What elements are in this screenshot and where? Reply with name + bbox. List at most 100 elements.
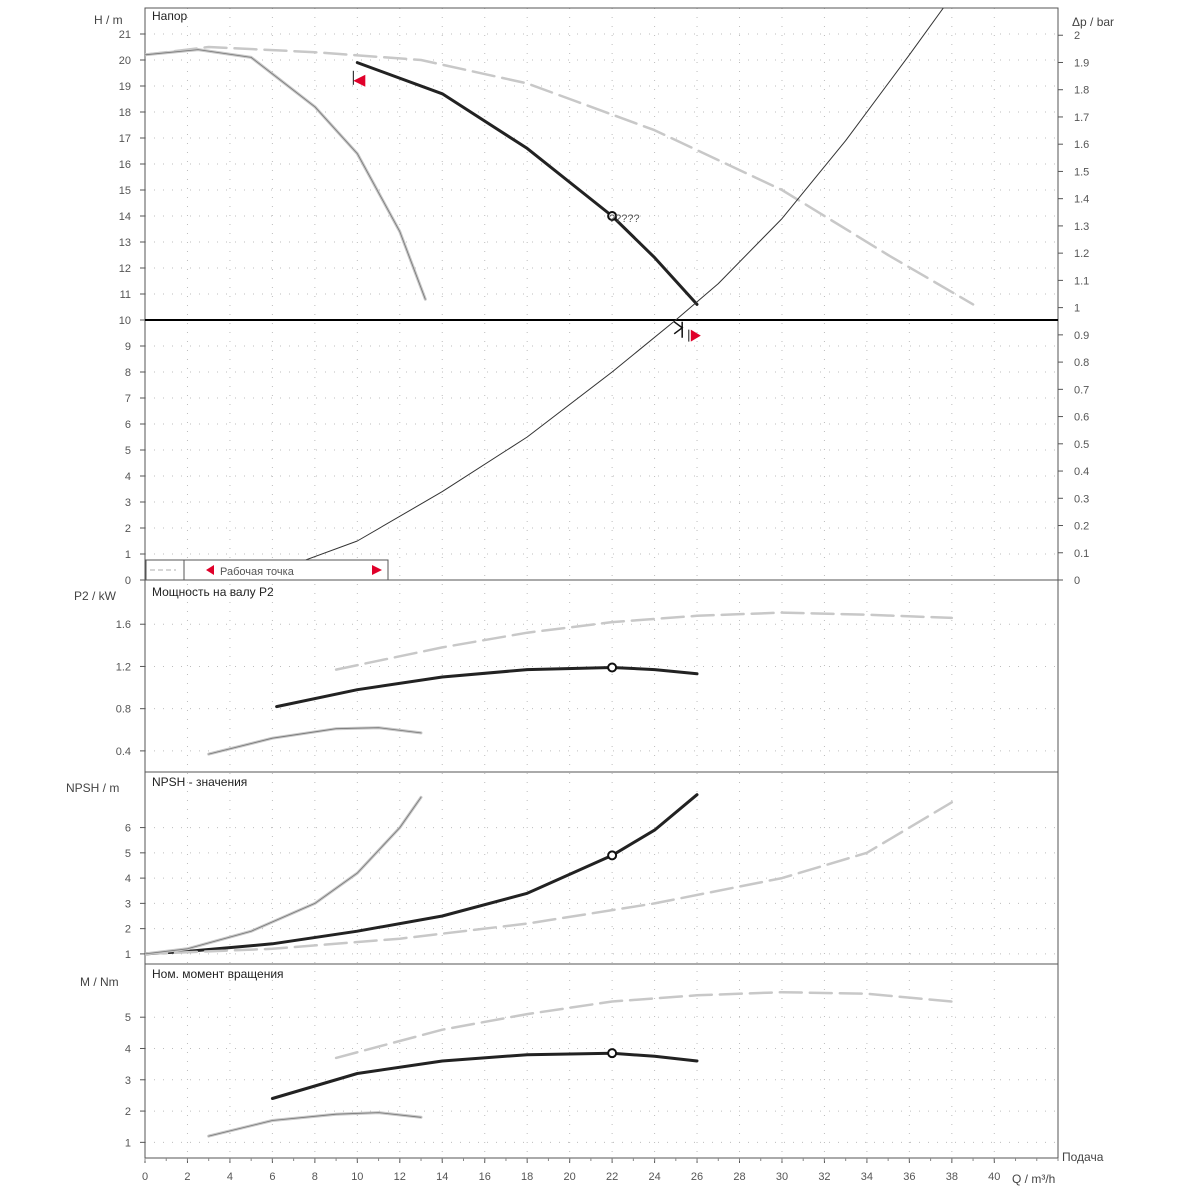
y-axis-label-npsh: NPSH / m bbox=[66, 781, 119, 795]
series-line-ghost-dash bbox=[334, 990, 954, 1060]
x-tick-label: 36 bbox=[903, 1171, 915, 1183]
y-tick-label: 21 bbox=[119, 29, 131, 41]
operating-point-marker bbox=[607, 662, 618, 673]
y2-tick-label: 0.6 bbox=[1074, 412, 1089, 424]
y-tick-label: 0 bbox=[125, 575, 131, 587]
series-line-main bbox=[145, 793, 699, 956]
y2-tick-label: 1.2 bbox=[1074, 248, 1089, 260]
series-line-ghost-solid bbox=[145, 795, 423, 956]
legend-box bbox=[145, 559, 389, 581]
x-axis-label: Q / m³/h bbox=[1012, 1172, 1055, 1186]
y-tick-label: 10 bbox=[119, 315, 131, 327]
operating-point-marker bbox=[607, 211, 618, 221]
x-tick-label: 40 bbox=[988, 1171, 1000, 1183]
x-tick-label: 34 bbox=[861, 1171, 873, 1183]
y2-tick-label: 1.7 bbox=[1074, 112, 1089, 124]
y-tick-label: 3 bbox=[125, 898, 131, 910]
y-tick-label: 11 bbox=[120, 289, 131, 301]
panel-title-head: Напор bbox=[152, 9, 188, 23]
y2-tick-label: 1.3 bbox=[1074, 221, 1089, 233]
y2-tick-label: 0.9 bbox=[1074, 330, 1089, 342]
y-tick-label: 2 bbox=[125, 1106, 131, 1118]
y-tick-label: 9 bbox=[125, 341, 131, 353]
y-tick-label: 1.2 bbox=[116, 661, 131, 673]
y2-tick-label: 0.7 bbox=[1074, 384, 1089, 396]
y-axis-label-power: P2 / kW bbox=[74, 589, 117, 603]
x-axis-side-label: Подача bbox=[1062, 1150, 1104, 1164]
markers-layer bbox=[352, 70, 701, 1059]
y-tick-label: 8 bbox=[125, 367, 131, 379]
y2-tick-label: 1 bbox=[1074, 303, 1080, 315]
x-tick-label: 10 bbox=[351, 1171, 363, 1183]
y-tick-label: 3 bbox=[125, 1075, 131, 1087]
x-tick-label: 4 bbox=[227, 1171, 233, 1183]
x-tick-label: 38 bbox=[946, 1171, 958, 1183]
series-line-ghost-dash bbox=[145, 45, 975, 306]
y-tick-label: 1.6 bbox=[116, 619, 131, 631]
x-tick-label: 32 bbox=[818, 1171, 830, 1183]
y2-tick-label: 0.8 bbox=[1074, 357, 1089, 369]
y-tick-label: 1 bbox=[125, 949, 131, 961]
y-tick-label: 6 bbox=[125, 823, 131, 835]
x-tick-label: 22 bbox=[606, 1171, 618, 1183]
x-tick-label: 2 bbox=[184, 1171, 190, 1183]
series-line-main bbox=[270, 1051, 699, 1100]
y2-tick-label: 0.4 bbox=[1074, 466, 1089, 478]
series-line-core bbox=[208, 1112, 422, 1137]
y-axis-label-pressure: Δp / bar bbox=[1072, 15, 1114, 29]
x-tick-label: 12 bbox=[394, 1171, 406, 1183]
series-line-main bbox=[355, 61, 699, 306]
series-line-ghost-solid bbox=[145, 48, 427, 301]
y-tick-label: 2 bbox=[125, 924, 131, 936]
panel-title-torque: Ном. момент вращения bbox=[152, 967, 284, 981]
y-tick-label: 4 bbox=[125, 873, 131, 885]
y-tick-label: 1 bbox=[125, 1137, 131, 1149]
panel-title-npsh: NPSH - значения bbox=[152, 775, 247, 789]
y2-tick-label: 1.4 bbox=[1074, 194, 1089, 206]
flag-right-marker bbox=[690, 329, 701, 342]
legend-flag-right-icon bbox=[372, 565, 382, 575]
x-tick-label: 26 bbox=[691, 1171, 703, 1183]
intersection-tick-marker bbox=[673, 321, 684, 338]
panel-frames bbox=[144, 7, 1059, 1159]
y-tick-label: 18 bbox=[119, 107, 131, 119]
y-tick-label: 5 bbox=[125, 1012, 131, 1024]
x-tick-label: 16 bbox=[479, 1171, 491, 1183]
y-tick-label: 5 bbox=[125, 848, 131, 860]
legend-flag-left-icon bbox=[206, 565, 214, 575]
series-line-core bbox=[145, 49, 426, 300]
y-tick-label: 13 bbox=[119, 237, 131, 249]
y2-tick-label: 1.1 bbox=[1074, 275, 1089, 287]
series-line-ghost-dash bbox=[334, 611, 954, 671]
series-line-core bbox=[145, 796, 422, 955]
x-tick-label: 18 bbox=[521, 1171, 533, 1183]
y-tick-label: 7 bbox=[125, 393, 131, 405]
y-tick-label: 4 bbox=[125, 471, 131, 483]
grid-layer bbox=[145, 8, 1058, 1158]
curves-layer bbox=[145, 8, 975, 1138]
x-tick-label: 6 bbox=[269, 1171, 275, 1183]
y2-tick-label: 2 bbox=[1074, 30, 1080, 42]
y2-tick-label: 0 bbox=[1074, 575, 1080, 587]
y-tick-label: 0.8 bbox=[116, 704, 131, 716]
legend-text: Рабочая точка bbox=[220, 566, 295, 578]
x-tick-label: 20 bbox=[564, 1171, 576, 1183]
series-line-ghost-dash bbox=[145, 801, 954, 956]
series-line-main bbox=[275, 666, 699, 709]
y2-tick-label: 0.1 bbox=[1074, 548, 1089, 560]
legend: Рабочая точка bbox=[145, 559, 389, 581]
operating-point-marker bbox=[607, 1048, 618, 1059]
x-tick-label: 8 bbox=[312, 1171, 318, 1183]
y2-tick-label: 0.2 bbox=[1074, 521, 1089, 533]
y2-tick-label: 1.6 bbox=[1074, 139, 1089, 151]
y-tick-label: 14 bbox=[119, 211, 131, 223]
panel-title-power: Мощность на валу P2 bbox=[152, 585, 274, 599]
x-tick-label: 14 bbox=[436, 1171, 448, 1183]
y-tick-label: 17 bbox=[119, 133, 131, 145]
y-tick-label: 4 bbox=[125, 1043, 131, 1055]
y-tick-label: 19 bbox=[119, 81, 131, 93]
y-axis-label-head: H / m bbox=[94, 13, 123, 27]
y-tick-label: 6 bbox=[125, 419, 131, 431]
series-line-core bbox=[208, 727, 422, 755]
y2-tick-label: 0.5 bbox=[1074, 439, 1089, 451]
